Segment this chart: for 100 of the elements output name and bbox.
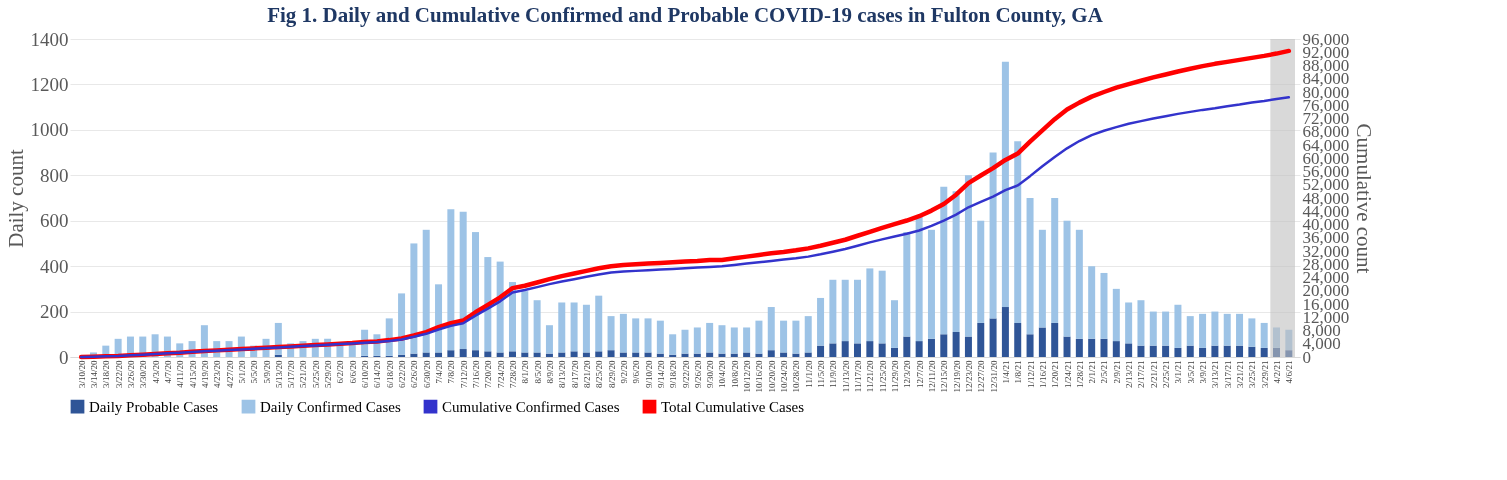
bar — [817, 345, 825, 357]
bar — [435, 352, 443, 357]
bar — [582, 352, 590, 357]
bar — [644, 352, 652, 357]
bar — [472, 232, 480, 351]
bar — [1026, 334, 1034, 357]
bar — [1014, 322, 1022, 357]
y-axis-title: Daily count — [3, 149, 28, 248]
bar — [706, 322, 714, 353]
bar — [582, 304, 590, 353]
bar — [459, 211, 467, 350]
bar — [718, 325, 726, 354]
bar — [1112, 288, 1120, 342]
bar — [780, 352, 788, 357]
x-tick-label: 9/26/20 — [692, 360, 703, 389]
bar — [1211, 345, 1219, 357]
bar — [533, 300, 541, 353]
bar — [1137, 345, 1145, 357]
x-tick-label: 5/21/20 — [298, 360, 309, 389]
bar — [1174, 347, 1182, 357]
bar — [1112, 341, 1120, 357]
x-tick-label: 4/27/20 — [224, 360, 235, 389]
x-tick-label: 6/18/20 — [384, 360, 395, 389]
x-tick-label: 10/16/20 — [754, 360, 765, 393]
bar — [1088, 338, 1096, 357]
bar — [1001, 61, 1009, 308]
x-tick-label: 4/19/20 — [199, 360, 210, 389]
y-tick-label: 200 — [40, 301, 69, 323]
x-tick-label: 10/20/20 — [766, 360, 777, 393]
bar — [570, 302, 578, 352]
bar — [829, 279, 837, 344]
x-tick-label: 2/5/21 — [1099, 360, 1110, 384]
x-tick-label: 6/6/20 — [347, 360, 358, 384]
x-tick-label: 3/18/20 — [101, 360, 112, 389]
bar — [681, 329, 689, 354]
bar — [1223, 345, 1231, 357]
x-tick-label: 12/19/20 — [951, 360, 962, 393]
x-tick-label: 4/6/21 — [1284, 360, 1295, 384]
x-tick-label: 3/10/20 — [76, 360, 87, 389]
x-tick-label: 11/21/20 — [865, 360, 876, 393]
x-tick-label: 9/30/20 — [705, 360, 716, 389]
bar — [841, 341, 849, 357]
x-tick-label: 4/15/20 — [187, 360, 198, 389]
bar — [1186, 345, 1194, 357]
x-tick-label: 11/1/20 — [803, 360, 814, 388]
bar — [1063, 220, 1071, 337]
x-tick-label: 4/11/20 — [175, 360, 186, 388]
x-tick-label: 9/6/20 — [631, 360, 642, 384]
x-tick-label: 2/17/21 — [1136, 360, 1147, 389]
x-tick-label: 5/1/20 — [236, 360, 247, 384]
bar — [693, 327, 701, 354]
bar — [619, 352, 627, 357]
bar — [1100, 272, 1108, 339]
chart-title: Fig 1. Daily and Cumulative Confirmed and Probable COVID-19 cases in Fulton County, GA — [267, 3, 1104, 27]
bar — [435, 284, 443, 353]
bar — [1026, 198, 1034, 335]
bar — [792, 320, 800, 354]
bar — [558, 352, 566, 357]
bar — [1186, 316, 1194, 346]
bar — [804, 352, 812, 357]
bar — [533, 352, 541, 357]
x-tick-label: 11/5/20 — [816, 360, 827, 388]
bar — [927, 338, 935, 357]
x-tick-label: 3/13/21 — [1210, 360, 1221, 389]
x-tick-label: 1/12/21 — [1025, 360, 1036, 389]
y-tick-label: 0 — [59, 346, 69, 368]
legend-label: Daily Confirmed Cases — [260, 398, 401, 415]
x-tick-label: 11/13/20 — [840, 360, 851, 393]
bar — [915, 216, 923, 342]
bar — [1137, 300, 1145, 346]
x-tick-label: 7/12/20 — [458, 360, 469, 389]
x-tick-label: 10/8/20 — [729, 360, 740, 389]
x-tick-label: 10/28/20 — [791, 360, 802, 393]
x-tick-label: 5/13/20 — [273, 360, 284, 389]
x-tick-label: 5/29/20 — [323, 360, 334, 389]
bar — [447, 209, 455, 351]
x-tick-label: 11/29/20 — [889, 360, 900, 393]
bar — [1100, 338, 1108, 357]
x-tick-label: 8/1/20 — [520, 360, 531, 384]
bar — [1236, 313, 1244, 346]
x-tick-label: 8/13/20 — [557, 360, 568, 389]
bar — [496, 352, 504, 357]
x-tick-label: 1/16/21 — [1037, 360, 1048, 389]
bar — [706, 352, 714, 357]
bar — [767, 307, 775, 351]
x-tick-label: 4/23/20 — [212, 360, 223, 389]
bar — [1014, 141, 1022, 323]
bar — [890, 300, 898, 348]
bar — [767, 350, 775, 357]
bar — [521, 291, 529, 353]
x-tick-label: 12/15/20 — [939, 360, 950, 393]
x-tick-label: 9/18/20 — [668, 360, 679, 389]
legend-label: Cumulative Confirmed Cases — [442, 398, 620, 415]
bar — [1260, 322, 1268, 348]
x-tick-label: 6/26/20 — [409, 360, 420, 389]
bar — [558, 302, 566, 353]
bar — [952, 332, 960, 357]
bar — [1285, 350, 1293, 357]
bar — [1038, 327, 1046, 357]
x-tick-label: 5/25/20 — [310, 360, 321, 389]
